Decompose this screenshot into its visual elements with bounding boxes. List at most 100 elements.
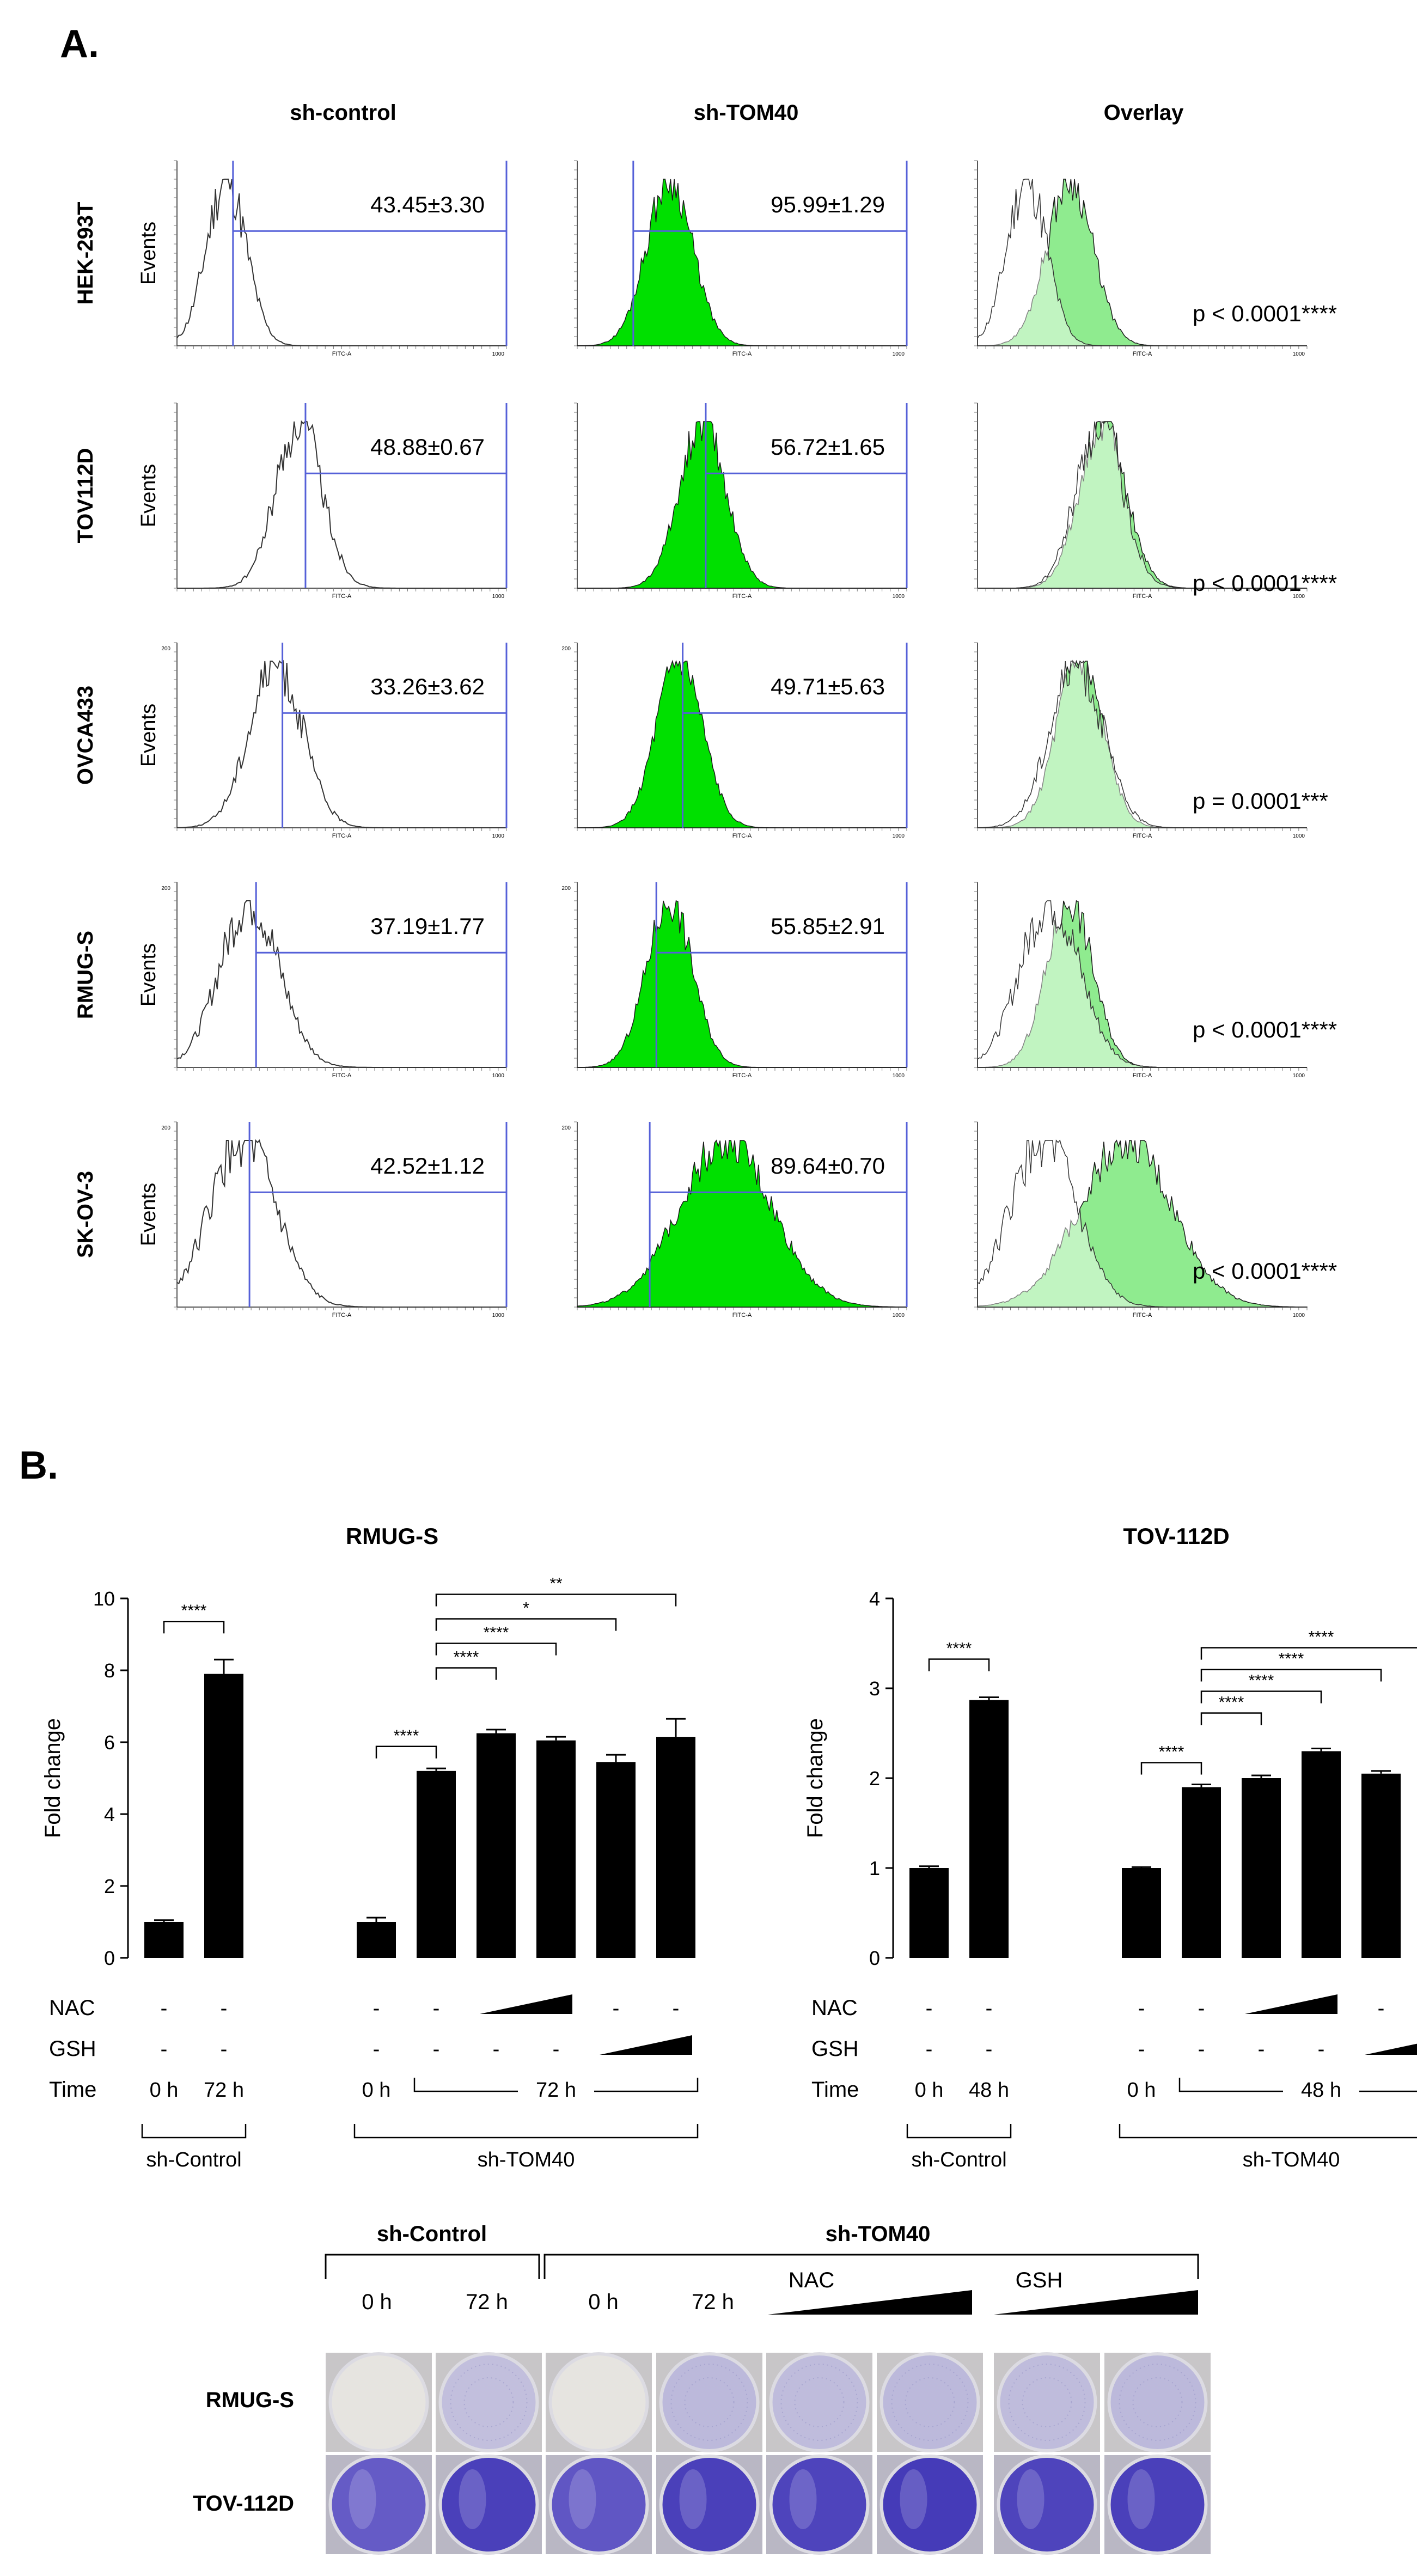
- significance-label: ****: [181, 1602, 207, 1620]
- nac-cell: -: [1378, 1997, 1385, 2020]
- plate-glare: [789, 2469, 817, 2529]
- group-bracket: [353, 2124, 699, 2139]
- time-cell: 0 h: [150, 2079, 179, 2102]
- bar: [909, 1868, 949, 1958]
- flow-x-max-tick: 1000: [893, 1073, 905, 1079]
- flow-x-axis-label: FITC-A: [332, 1072, 352, 1079]
- flow-histogram-control: [176, 1139, 506, 1308]
- flow-cell-line-label: TOV112D: [74, 448, 97, 544]
- nac-cell: -: [433, 1997, 440, 2020]
- flow-x-axis-label: FITC-A: [1133, 1312, 1152, 1318]
- flow-x-axis-label: FITC-A: [732, 593, 752, 600]
- significance-bracket: [1200, 1669, 1382, 1682]
- plate-nac-label: NAC: [789, 2268, 834, 2292]
- flow-x-max-tick: 1000: [893, 351, 905, 357]
- nac-cell: -: [1138, 1997, 1145, 2020]
- group-bracket: [906, 2124, 1012, 2139]
- plate-nac-wedge: [768, 2290, 972, 2315]
- significance-bracket: [163, 1620, 225, 1634]
- flow-row-hek-293t-plot-0: FITC-A 1000 43.45±3.30: [174, 160, 508, 357]
- plate-glare: [1127, 2469, 1155, 2529]
- nac-cell: -: [221, 1997, 228, 2020]
- flow-x-axis-label: FITC-A: [332, 593, 352, 600]
- flow-x-max-tick: 1000: [1293, 833, 1305, 839]
- significance-label: ****: [1309, 1628, 1334, 1646]
- significance-label: ****: [946, 1640, 972, 1658]
- plate-stain-texture: [1132, 2377, 1183, 2427]
- gsh-cell: -: [1318, 2038, 1325, 2061]
- flow-x-max-tick: 1000: [1293, 1313, 1305, 1318]
- plate-stain-texture: [1119, 2364, 1196, 2441]
- flow-x-max-tick: 1000: [492, 1313, 505, 1318]
- bar: [144, 1922, 184, 1958]
- nac-wedge: [480, 1994, 572, 2014]
- significance-bracket: [928, 1658, 990, 1671]
- bar-y-axis-label: Fold change: [41, 1718, 65, 1838]
- treatment-row-label: GSH: [49, 2037, 96, 2061]
- plate-images: [325, 2254, 1211, 2555]
- flow-row-rmug-s-plot-1: FITC-A 1000 200 55.85±2.91: [561, 882, 908, 1079]
- plate-row-label: RMUG-S: [206, 2388, 294, 2412]
- plate-stain-texture: [450, 2364, 528, 2441]
- plate-well: [662, 2355, 756, 2449]
- bar-y-tick-label: 8: [104, 1659, 115, 1682]
- flow-overlay-control: [977, 1139, 1307, 1308]
- flow-row-hek-293t-plot-2: FITC-A 1000 p < 0.0001****: [974, 160, 1337, 357]
- flow-x-max-tick: 1000: [492, 1073, 505, 1079]
- bar-y-axis-label: Fold change: [803, 1718, 827, 1838]
- flow-tom40-percent: 89.64±0.70: [771, 1153, 885, 1179]
- flow-y-max-tick: 200: [161, 1125, 170, 1131]
- treatment-row-label: Time: [811, 2078, 859, 2102]
- plate-stain-texture: [1008, 2364, 1086, 2441]
- nac-cell: -: [1198, 1997, 1205, 2020]
- group-label: sh-Control: [911, 2148, 1006, 2171]
- significance-bracket: [375, 1745, 437, 1759]
- panel-b-label: B.: [19, 1444, 58, 1487]
- flow-cell-line-label: SK-OV-3: [74, 1171, 97, 1258]
- plate-col-label: 72 h: [692, 2290, 734, 2314]
- significance-bracket: [1200, 1690, 1322, 1704]
- gsh-cell: -: [161, 2038, 168, 2061]
- bar-y-tick-label: 6: [104, 1731, 115, 1754]
- flow-col-header-tom40: sh-TOM40: [694, 101, 799, 125]
- flow-y-max-tick: 200: [561, 886, 571, 892]
- plate-stain-texture: [1022, 2377, 1072, 2427]
- plate-well: [883, 2355, 977, 2449]
- group-label: sh-TOM40: [1243, 2148, 1340, 2171]
- time-bracket-left: [413, 2078, 518, 2092]
- significance-label: ****: [1279, 1650, 1304, 1668]
- flow-x-max-tick: 1000: [492, 594, 505, 600]
- nac-cell: -: [673, 1997, 680, 2020]
- significance-label: ****: [1249, 1672, 1274, 1690]
- flow-p-value: p = 0.0001***: [1193, 788, 1328, 814]
- gsh-wedge: [600, 2035, 692, 2055]
- bar-y-tick-label: 10: [93, 1588, 115, 1610]
- plates-group-tom40: sh-TOM40: [826, 2222, 931, 2246]
- bar-y-tick-label: 0: [869, 1947, 880, 1969]
- flow-row-hek-293t-plot-1: FITC-A 1000 95.99±1.29: [574, 160, 908, 357]
- flow-x-axis-label: FITC-A: [732, 1312, 752, 1318]
- bar: [1361, 1773, 1401, 1958]
- flow-control-percent: 43.45±3.30: [370, 192, 485, 217]
- flow-x-axis-label: FITC-A: [1133, 833, 1152, 839]
- gsh-cell: -: [221, 2038, 228, 2061]
- plate-stain-texture: [684, 2377, 735, 2427]
- bar: [1302, 1751, 1341, 1958]
- flow-x-max-tick: 1000: [1293, 351, 1305, 357]
- flow-p-value: p < 0.0001****: [1193, 1017, 1337, 1042]
- bar-y-tick-label: 0: [104, 1947, 115, 1969]
- flow-row-ovca433-plot-1: FITC-A 1000 200 49.71±5.63: [561, 642, 908, 839]
- bar-y-tick-label: 2: [104, 1875, 115, 1897]
- nac-cell: -: [613, 1997, 620, 2020]
- flow-x-axis-label: FITC-A: [332, 351, 352, 357]
- flow-overlay-control: [978, 420, 1307, 589]
- gsh-cell: -: [553, 2038, 560, 2061]
- bar: [1182, 1787, 1221, 1958]
- flow-y-axis-label: Events: [137, 1183, 160, 1246]
- bar-chart-1: TOV-112D 0 1 2 3 4 Fold change **** **** **** ****…: [803, 1523, 1417, 2171]
- nac-cell: -: [373, 1997, 380, 2020]
- plate-glare: [900, 2469, 927, 2529]
- flow-y-max-tick: 200: [561, 646, 571, 652]
